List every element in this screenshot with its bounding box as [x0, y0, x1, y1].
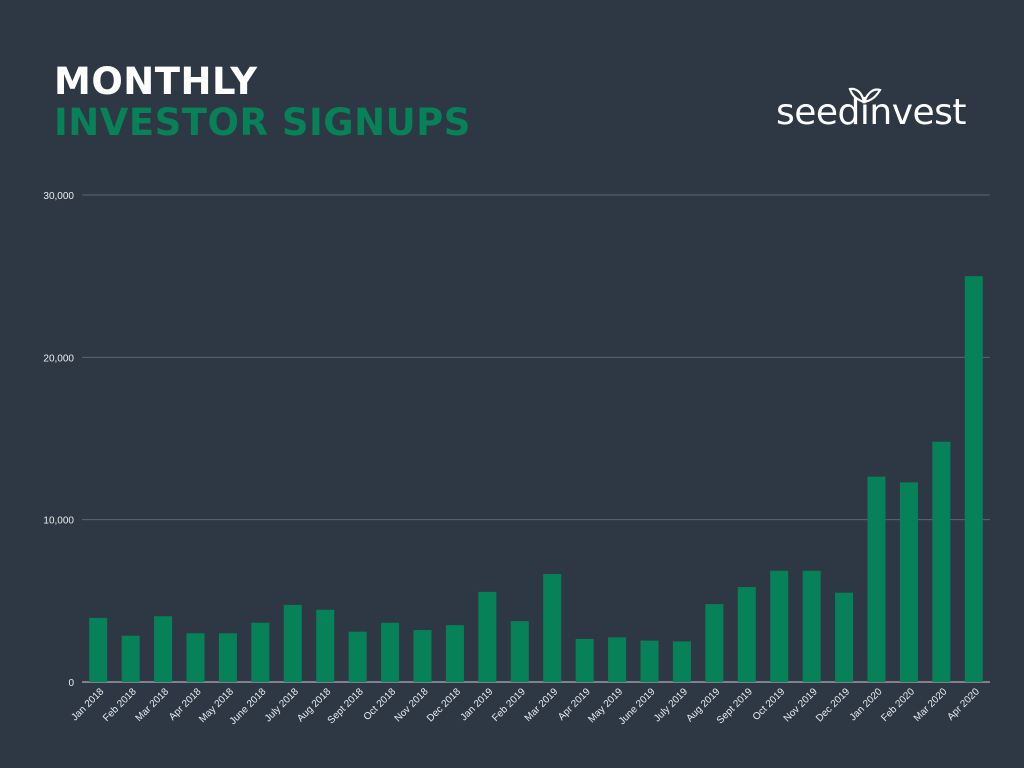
bar — [218, 633, 237, 682]
y-tick-label: 0 — [68, 678, 74, 689]
bar — [543, 574, 562, 682]
x-tick-label: Jan 2019 — [459, 686, 496, 723]
x-tick-label: Sept 2018 — [326, 686, 366, 726]
x-tick-label: Apr 2020 — [945, 686, 982, 723]
x-tick-label: July 2019 — [652, 686, 690, 724]
bar — [510, 621, 529, 682]
x-tick-label: Nov 2018 — [393, 686, 431, 724]
bar — [316, 609, 335, 682]
bar — [478, 591, 497, 682]
seedinvest-logo: seedinvest — [776, 87, 967, 133]
bar — [705, 604, 724, 682]
bar — [154, 616, 173, 682]
x-tick-label: July 2018 — [263, 686, 301, 724]
x-tick-label: Feb 2020 — [879, 686, 917, 724]
page-title-line2: INVESTOR SIGNUPS — [54, 101, 471, 144]
x-tick-label: Feb 2018 — [101, 686, 139, 724]
y-tick-label: 20,000 — [43, 353, 74, 364]
page-title-line1: MONTHLY — [54, 60, 258, 103]
bar — [186, 633, 205, 682]
title-block: MONTHLY INVESTOR SIGNUPS — [54, 62, 471, 144]
bar — [251, 622, 270, 682]
bar — [964, 276, 983, 682]
y-tick-label: 30,000 — [43, 191, 74, 202]
logo-text: seedinvest — [776, 92, 966, 133]
bar — [608, 637, 627, 682]
x-tick-label: Dec 2019 — [814, 686, 852, 724]
bar — [770, 570, 789, 682]
grid-lines — [82, 194, 990, 683]
bar — [672, 641, 691, 682]
bars — [89, 276, 983, 682]
bar — [640, 640, 659, 682]
x-tick-label: Feb 2019 — [490, 686, 528, 724]
bar — [445, 625, 464, 682]
y-tick-labels: 0 10,000 20,000 30,000 — [43, 191, 74, 689]
bar — [835, 592, 854, 682]
bar — [932, 441, 951, 682]
x-tick-label: Mar 2020 — [912, 686, 950, 724]
x-tick-label: Mar 2018 — [134, 686, 172, 724]
x-tick-label: Jan 2020 — [848, 686, 885, 723]
bar — [575, 638, 594, 682]
bar — [348, 631, 367, 682]
bar — [413, 630, 432, 682]
x-tick-label: Dec 2018 — [425, 686, 463, 724]
x-tick-label: Sept 2019 — [715, 686, 755, 726]
bar — [737, 587, 756, 682]
sprout-icon — [848, 87, 882, 104]
x-tick-label: Jan 2018 — [69, 686, 106, 723]
y-tick-label: 10,000 — [43, 516, 74, 527]
x-tick-label: Nov 2019 — [782, 686, 820, 724]
bar — [89, 617, 108, 682]
bar — [381, 622, 400, 682]
bar — [121, 635, 140, 682]
bar — [867, 476, 886, 682]
bar — [802, 570, 821, 682]
bar — [899, 482, 918, 682]
x-tick-label: Mar 2019 — [523, 686, 561, 724]
bar — [283, 604, 302, 682]
